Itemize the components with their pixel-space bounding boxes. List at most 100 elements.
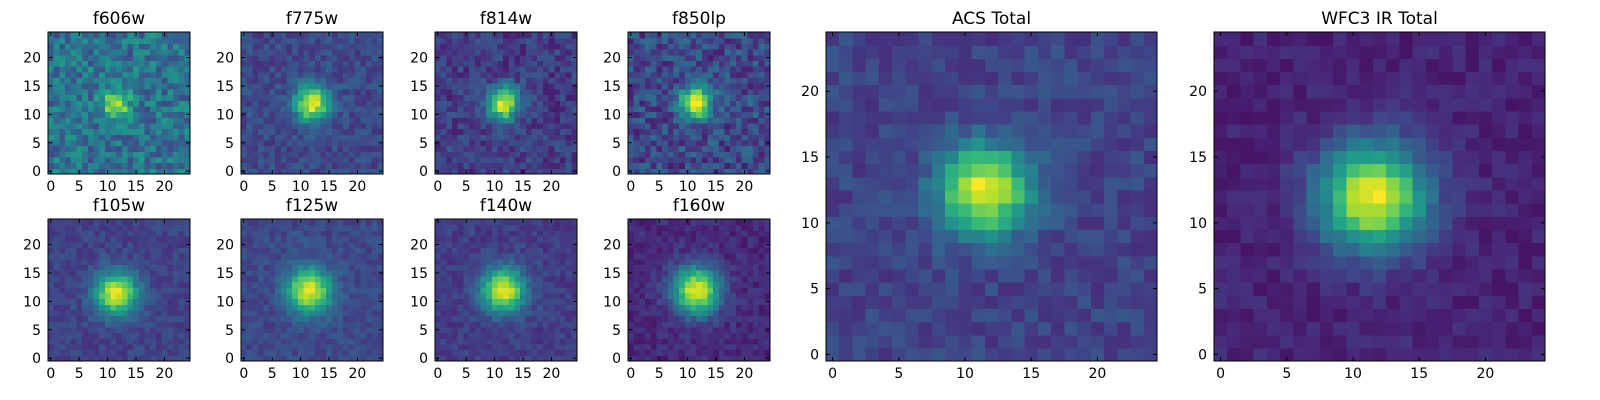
heatmap-cell — [138, 224, 146, 231]
y-tick-label: 0 — [225, 351, 234, 367]
heatmap-cell — [275, 275, 282, 283]
heatmap-cell — [303, 338, 310, 345]
heatmap-cell — [724, 156, 731, 164]
heatmap-cell — [82, 162, 89, 169]
heatmap-cell — [150, 292, 157, 300]
heatmap-cell — [639, 43, 646, 50]
heatmap-cell — [571, 219, 578, 226]
heatmap-cell — [752, 326, 760, 334]
heatmap-cell — [303, 37, 310, 44]
heatmap-cell — [331, 71, 339, 79]
heatmap-cell — [93, 315, 100, 322]
heatmap-cell — [650, 88, 657, 96]
heatmap-cell — [491, 270, 499, 277]
heatmap-cell — [486, 77, 493, 84]
heatmap-cell — [684, 292, 692, 300]
heatmap-cell — [161, 253, 168, 260]
heatmap-cell — [480, 145, 487, 152]
heatmap-cell — [548, 247, 555, 254]
heatmap-cell — [525, 66, 533, 73]
y-tick-label: 0 — [419, 164, 428, 180]
heatmap-cell — [53, 94, 60, 101]
heatmap-cell — [110, 134, 117, 141]
heatmap-cell — [548, 37, 555, 44]
heatmap-cell — [82, 247, 89, 254]
heatmap-cell — [87, 128, 95, 135]
heatmap-cell — [303, 315, 310, 322]
heatmap-cell — [184, 128, 191, 135]
heatmap-cell — [178, 54, 185, 61]
heatmap-cell — [354, 247, 361, 254]
heatmap-cell — [718, 77, 726, 84]
heatmap-cell — [178, 88, 185, 96]
heatmap-cell — [87, 241, 95, 248]
heatmap-cell — [161, 134, 168, 141]
heatmap-cell — [297, 66, 305, 73]
heatmap-cell — [747, 37, 754, 44]
heatmap-cell — [121, 134, 129, 141]
heatmap-cell — [133, 275, 140, 283]
heatmap-cell — [474, 49, 482, 56]
heatmap-cell — [639, 162, 646, 169]
heatmap-cell — [457, 145, 464, 152]
heatmap-cell — [758, 292, 765, 300]
heatmap-cell — [309, 292, 316, 300]
heatmap-cell — [656, 71, 663, 79]
heatmap-cell — [275, 162, 282, 169]
heatmap-cell — [713, 100, 720, 107]
heatmap-cell — [764, 304, 771, 311]
heatmap-cell — [639, 156, 646, 164]
heatmap-cell — [309, 309, 316, 317]
heatmap-cell — [275, 37, 282, 44]
heatmap-cell — [554, 168, 561, 175]
heatmap-cell — [673, 326, 680, 334]
heatmap-cell — [320, 168, 327, 175]
heatmap-cell — [508, 37, 516, 44]
heatmap-cell — [365, 60, 373, 67]
heatmap-cell — [133, 43, 140, 50]
heatmap-cell — [241, 247, 248, 254]
heatmap-cell — [463, 321, 470, 328]
heatmap-cell — [713, 105, 720, 113]
heatmap-cell — [258, 304, 265, 311]
heatmap-cell — [463, 326, 470, 334]
heatmap-cell — [735, 43, 743, 50]
heatmap-cell — [463, 275, 470, 283]
heatmap-cell — [70, 326, 77, 334]
heatmap-cell — [707, 281, 714, 288]
heatmap-cell — [65, 258, 72, 266]
heatmap-cell — [457, 247, 464, 254]
heatmap-cell — [280, 54, 288, 61]
heatmap-cell — [679, 94, 686, 101]
heatmap-cell — [178, 117, 185, 124]
heatmap-cell — [503, 298, 510, 305]
heatmap-cell — [474, 253, 482, 260]
heatmap-cell — [713, 77, 720, 84]
heatmap-cell — [662, 309, 669, 317]
heatmap-cell — [53, 315, 60, 322]
heatmap-cell — [486, 145, 493, 152]
heatmap-cell — [628, 332, 635, 339]
heatmap-cell — [469, 270, 476, 277]
heatmap-cell — [457, 88, 464, 96]
heatmap-cell — [178, 151, 185, 158]
heatmap-cell — [53, 100, 60, 107]
heatmap-cell — [486, 349, 493, 356]
heatmap-cell — [161, 122, 168, 130]
heatmap-cell — [360, 105, 367, 113]
heatmap-cell — [662, 355, 669, 362]
heatmap-cell — [263, 71, 270, 79]
heatmap-cell — [440, 253, 447, 260]
heatmap-cell — [320, 287, 327, 294]
heatmap-cell — [365, 355, 373, 362]
heatmap-cell — [110, 32, 117, 39]
heatmap-cell — [87, 105, 95, 113]
heatmap-cell — [571, 247, 578, 254]
heatmap-cell — [633, 128, 640, 135]
heatmap-cell — [650, 168, 657, 175]
heatmap-cell — [707, 60, 714, 67]
heatmap-cell — [435, 66, 442, 73]
heatmap-cell — [365, 105, 373, 113]
heatmap-cell — [297, 298, 305, 305]
heatmap-cell — [70, 71, 77, 79]
